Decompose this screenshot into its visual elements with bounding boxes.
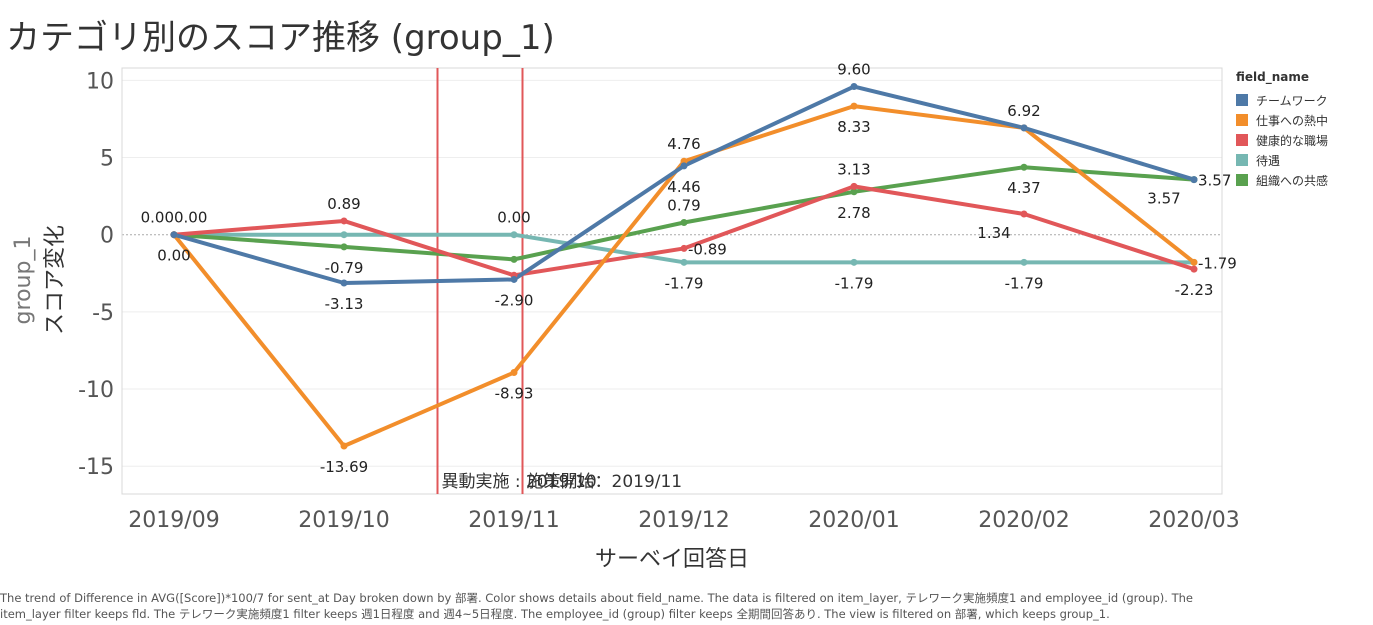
data-point <box>1190 176 1198 184</box>
data-point <box>1020 163 1028 171</box>
y-tick-label: 5 <box>100 147 114 172</box>
legend-swatch <box>1236 134 1248 146</box>
data-label: 3.13 <box>837 160 870 178</box>
legend: field_name チームワーク 仕事への熱中 健康的な職場 待遇組織への共感 <box>1236 70 1328 190</box>
data-point <box>340 279 348 287</box>
data-label: 4.76 <box>667 135 700 153</box>
series-points <box>170 83 1198 450</box>
data-label: -2.90 <box>495 291 534 309</box>
x-tick-label: 2019/10 <box>298 508 389 533</box>
data-point <box>1020 258 1028 266</box>
y-tick-label: 10 <box>86 69 114 94</box>
legend-swatch <box>1236 94 1248 106</box>
data-point <box>1020 210 1028 218</box>
data-label: 3.57 <box>1147 190 1180 208</box>
y-axis-label: スコア変化 <box>43 225 68 335</box>
data-label: -2.23 <box>1175 281 1214 299</box>
data-point <box>1020 124 1028 132</box>
data-point <box>850 258 858 266</box>
x-tick-label: 2019/09 <box>128 508 219 533</box>
data-label: 0.00 <box>497 209 530 227</box>
data-label: 3.57 <box>1198 172 1231 190</box>
data-label: -3.13 <box>325 295 364 313</box>
legend-swatch <box>1236 114 1248 126</box>
data-point <box>170 231 178 239</box>
legend-item[interactable]: 組織への共感 <box>1236 170 1328 190</box>
data-label: 9.60 <box>837 61 870 79</box>
data-point <box>510 275 518 283</box>
y-tick-label: -15 <box>78 455 114 480</box>
legend-item[interactable]: 待遇 <box>1236 150 1328 170</box>
data-point <box>680 258 688 266</box>
legend-title: field_name <box>1236 70 1310 84</box>
data-label: 4.37 <box>1007 179 1040 197</box>
legend-label: チームワーク <box>1256 93 1328 108</box>
reference-line-label: 異動実施 : 2019/10 <box>442 472 597 492</box>
x-tick-label: 2019/12 <box>638 508 729 533</box>
legend-label: 健康的な職場 <box>1256 133 1329 148</box>
x-tick-label: 2020/02 <box>978 508 1069 533</box>
data-label: 8.33 <box>837 118 870 136</box>
data-label: 2.78 <box>837 204 870 222</box>
legend-swatch <box>1236 174 1248 186</box>
plot-frame <box>121 67 1223 495</box>
x-tick-label: 2020/03 <box>1148 508 1239 533</box>
chart-title: カテゴリ別のスコア推移 (group_1) <box>6 18 555 58</box>
gridlines <box>122 79 1222 467</box>
data-label: -8.93 <box>495 385 534 403</box>
data-label: -1.79 <box>1198 254 1237 272</box>
data-label: -0.79 <box>325 259 364 277</box>
data-label: 0.00 <box>157 247 190 265</box>
chart-caption: The trend of Difference in AVG([Score])*… <box>0 591 1193 621</box>
data-label: 0.000.00 <box>141 209 208 227</box>
data-label: -1.79 <box>1005 274 1044 292</box>
legend-label: 組織への共感 <box>1256 173 1329 188</box>
data-point <box>340 243 348 251</box>
data-label: 6.92 <box>1007 102 1040 120</box>
legend-label: 仕事への熱中 <box>1256 113 1329 128</box>
data-point <box>850 83 858 91</box>
data-label: -0.89 <box>688 240 727 258</box>
data-point <box>510 369 518 377</box>
axes <box>121 67 1223 495</box>
y-tick-label: 0 <box>100 224 114 249</box>
data-point <box>850 188 858 196</box>
data-label: 1.34 <box>977 224 1010 242</box>
data-point <box>510 255 518 263</box>
data-point <box>1190 258 1198 266</box>
legend-item[interactable]: 仕事への熱中 <box>1236 110 1328 130</box>
data-point <box>680 162 688 170</box>
y-tick-label: -5 <box>92 301 114 326</box>
data-point <box>510 231 518 239</box>
data-label: -1.79 <box>665 274 704 292</box>
y-tick-label: -10 <box>78 378 114 403</box>
reference-line-label: 施策開始：2019/11 <box>527 472 683 492</box>
data-label: 0.89 <box>327 195 360 213</box>
data-label: -13.69 <box>320 458 368 476</box>
data-point <box>680 244 688 252</box>
data-label: -1.79 <box>835 274 874 292</box>
x-tick-label: 2019/11 <box>468 508 559 533</box>
data-point <box>340 231 348 239</box>
data-point <box>340 217 348 225</box>
legend-swatch <box>1236 154 1248 166</box>
data-point <box>340 442 348 450</box>
x-tick-label: 2020/01 <box>808 508 899 533</box>
x-axis-label: サーベイ回答日 <box>595 547 749 572</box>
data-label: 4.46 <box>667 178 700 196</box>
tick-labels: 10 5 0 -5 -10 -15 2019/09 2019/10 2019/11 2019/12… <box>78 69 1240 533</box>
data-labels: 0.000.000.000.89-0.79-3.13-13.690.00-2.9… <box>141 61 1237 476</box>
data-point <box>1190 265 1198 273</box>
data-point <box>680 219 688 227</box>
data-point <box>850 182 858 190</box>
data-point <box>850 102 858 110</box>
legend-item[interactable]: チームワーク <box>1236 90 1328 110</box>
legend-label: 待遇 <box>1256 153 1281 168</box>
y-axis-label-group: group_1 <box>11 236 36 325</box>
data-label: 0.79 <box>667 197 700 215</box>
legend-item[interactable]: 健康的な職場 <box>1236 130 1328 150</box>
